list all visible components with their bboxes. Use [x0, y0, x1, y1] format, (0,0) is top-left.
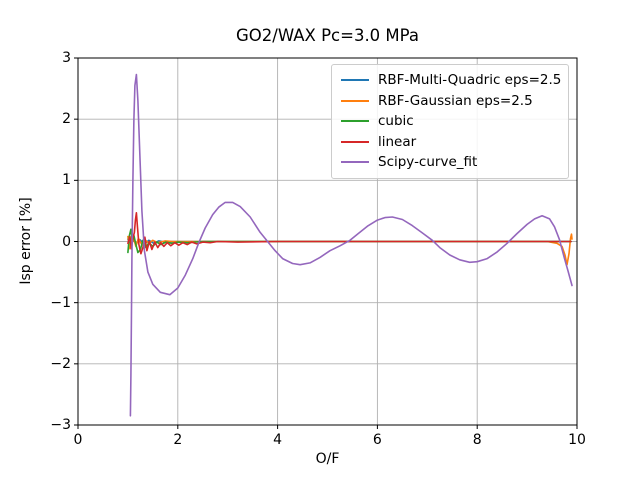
legend-label: cubic	[378, 113, 414, 130]
y-tick-label: −3	[50, 417, 71, 433]
y-tick-label: 2	[62, 111, 71, 128]
legend-label: RBF-Multi-Quadric eps=2.5	[378, 72, 562, 89]
y-tick-label: 3	[62, 50, 71, 66]
y-tick-label: −2	[50, 355, 71, 372]
chart-title: GO2/WAX Pc=3.0 MPa	[236, 26, 419, 45]
legend: RBF-Multi-Quadric eps=2.5 RBF-Gaussian ep…	[331, 64, 569, 179]
legend-item: RBF-Multi-Quadric eps=2.5	[341, 70, 562, 91]
x-tick-label: 10	[568, 432, 586, 448]
x-tick-label: 2	[173, 432, 183, 448]
legend-line-sample	[341, 99, 369, 102]
x-tick-label: 4	[273, 432, 283, 448]
x-tick-label: 8	[472, 432, 482, 448]
legend-item: linear	[341, 132, 559, 153]
legend-line-sample	[341, 120, 369, 123]
series-line-rbf-gaussian-eps-2-5	[127, 233, 573, 266]
legend-line-sample	[341, 140, 369, 143]
series-line-linear	[127, 212, 572, 255]
y-tick-label: −1	[50, 294, 71, 311]
legend-label: linear	[378, 133, 417, 150]
x-axis-label: O/F	[315, 451, 340, 467]
legend-item: Scipy-curve_fit	[341, 152, 559, 173]
series-line-scipy-curve-fit	[129, 73, 573, 417]
x-tick-label: 0	[73, 432, 83, 448]
legend-line-sample	[341, 161, 369, 164]
legend-item: cubic	[341, 111, 559, 132]
legend-label: Scipy-curve_fit	[378, 154, 478, 171]
legend-label: RBF-Gaussian eps=2.5	[378, 92, 533, 109]
legend-line-sample	[341, 79, 369, 82]
y-tick-label: 0	[62, 233, 71, 250]
legend-item: RBF-Gaussian eps=2.5	[341, 91, 559, 112]
x-tick-label: 6	[372, 432, 382, 448]
y-tick-label: 1	[62, 172, 71, 189]
